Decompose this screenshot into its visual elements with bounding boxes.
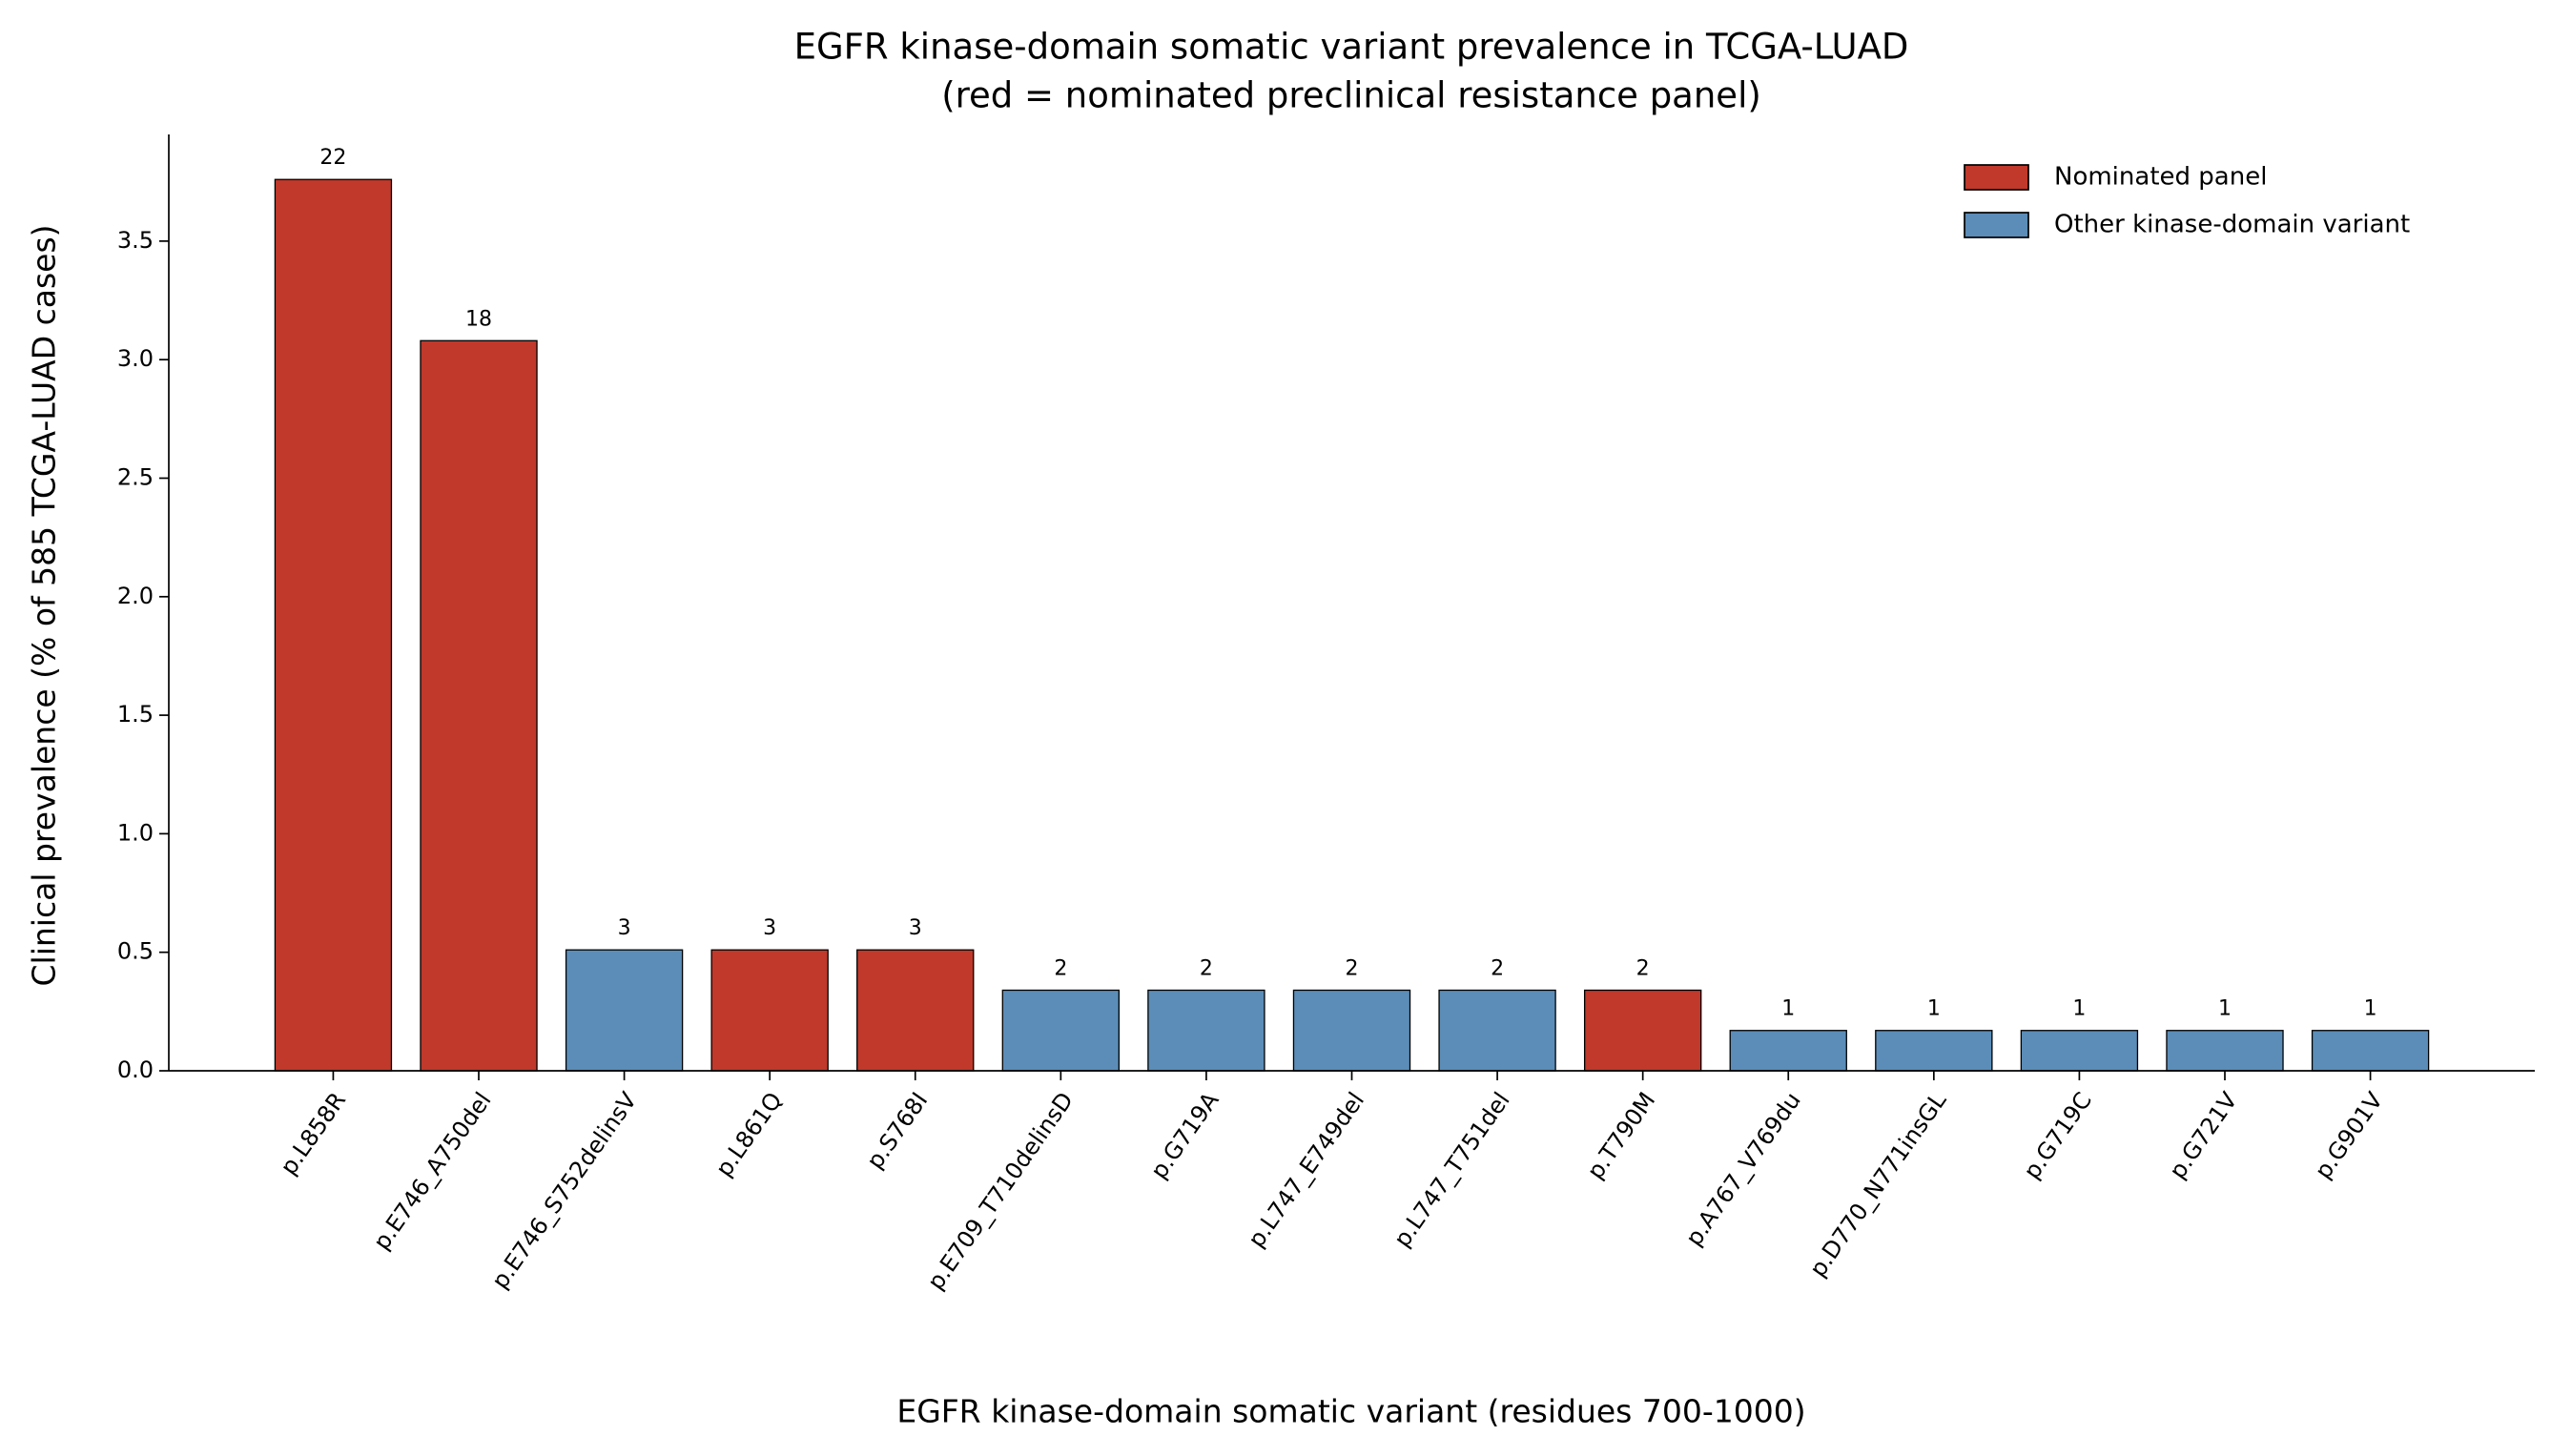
legend-swatch [1964, 212, 2029, 238]
legend-text: Other kinase-domain variant [2054, 211, 2410, 239]
bar [2020, 1030, 2139, 1072]
value-label: 1 [2072, 997, 2086, 1021]
x-tick-label: p.D770_N771insGL [1804, 1087, 1952, 1282]
bar [1147, 989, 1265, 1072]
value-label: 1 [2364, 997, 2377, 1021]
bar [274, 178, 393, 1072]
value-label: 1 [1781, 997, 1795, 1021]
value-label: 1 [2218, 997, 2232, 1021]
y-tick-label: 0.0 [117, 1056, 154, 1083]
chart-title: EGFR kinase-domain somatic variant preva… [794, 27, 1909, 68]
legend-text: Nominated panel [2054, 163, 2267, 192]
x-tick-label: p.L747_E749del [1243, 1087, 1369, 1252]
bar [1583, 989, 1702, 1072]
y-tick-label: 1.5 [117, 701, 154, 728]
bar [565, 949, 684, 1072]
x-tick-label: p.G721V [2164, 1087, 2243, 1183]
bar [1875, 1030, 1993, 1072]
x-axis-title: EGFR kinase-domain somatic variant (resi… [896, 1393, 1805, 1430]
value-label: 2 [1491, 956, 1504, 980]
value-label: 22 [319, 146, 346, 170]
x-tick-label: p.G719A [1145, 1087, 1224, 1183]
value-label: 2 [1200, 956, 1213, 980]
value-label: 2 [1346, 956, 1359, 980]
value-label: 2 [1054, 956, 1067, 980]
value-label: 2 [1636, 956, 1650, 980]
bar [1438, 989, 1556, 1072]
y-tick-label: 2.0 [117, 583, 154, 609]
y-tick-label: 3.0 [117, 345, 154, 372]
y-tick-label: 2.5 [117, 463, 154, 490]
y-tick-label: 1.0 [117, 819, 154, 846]
x-tick-label: p.E746_S752delinsV [486, 1087, 642, 1294]
value-label: 3 [909, 916, 922, 940]
bar [710, 949, 829, 1072]
chart-subtitle: (red = nominated preclinical resistance … [941, 75, 1761, 116]
legend-swatch [1964, 164, 2029, 191]
x-tick-label: p.E709_T710delinsD [922, 1087, 1079, 1294]
x-tick-label: p.L747_T751del [1389, 1087, 1515, 1252]
bar [1001, 989, 1121, 1072]
x-tick-label: p.E746_A750del [368, 1087, 497, 1255]
x-tick-label: p.S768I [861, 1087, 933, 1174]
value-label: 3 [763, 916, 776, 940]
bar [1292, 989, 1411, 1072]
value-label: 3 [618, 916, 631, 940]
y-tick-label: 0.5 [117, 938, 154, 965]
value-label: 1 [1927, 997, 1941, 1021]
bar [1729, 1030, 1847, 1072]
x-tick-label: p.G719C [2018, 1087, 2097, 1183]
y-axis-title: Clinical prevalence (% of 585 TCGA-LUAD … [26, 224, 63, 986]
bar [856, 949, 975, 1072]
x-tick-label: p.A767_V769du [1680, 1087, 1806, 1251]
x-tick-label: p.L858R [276, 1087, 352, 1179]
x-tick-label: p.L861Q [710, 1087, 788, 1181]
bar [2311, 1030, 2430, 1072]
bar [2166, 1030, 2284, 1072]
bar [420, 339, 538, 1072]
y-tick-label: 3.5 [117, 227, 154, 254]
x-tick-label: p.T790M [1582, 1087, 1661, 1183]
value-label: 18 [465, 307, 492, 331]
x-tick-label: p.G901V [2310, 1087, 2389, 1183]
